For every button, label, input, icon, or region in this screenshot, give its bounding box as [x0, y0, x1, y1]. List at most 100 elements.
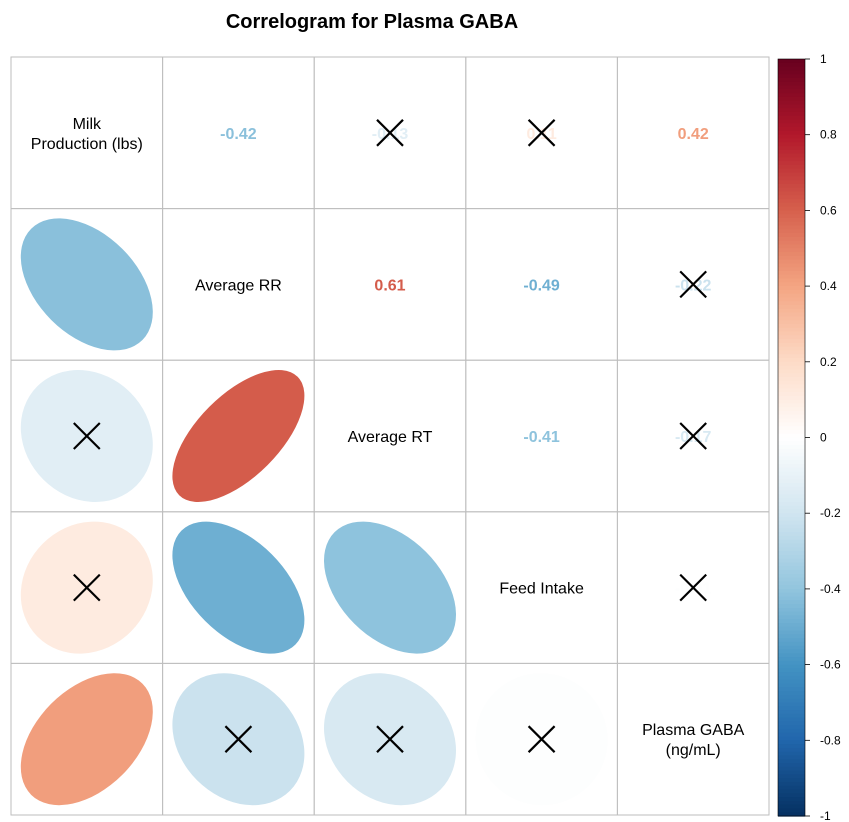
colorbar-segment	[778, 278, 805, 283]
colorbar-segment	[778, 683, 805, 688]
colorbar-segment	[778, 691, 805, 696]
colorbar-segment	[778, 93, 805, 98]
colorbar-segment	[778, 452, 805, 458]
colorbar-segment	[778, 289, 805, 295]
colorbar-segment	[778, 142, 805, 147]
colorbar-segment	[778, 217, 805, 223]
correlation-ellipse	[172, 370, 305, 503]
colorbar-segment	[778, 240, 805, 246]
insignificant-cross	[527, 725, 556, 753]
colorbar-segment	[778, 471, 805, 476]
colorbar-segment	[778, 312, 805, 317]
colorbar-segment	[778, 183, 805, 189]
colorbar-segment	[778, 698, 805, 704]
colorbar-tick-label: -1	[820, 809, 831, 822]
correlation-value: 0.61	[374, 277, 405, 294]
colorbar-tick-label: -0.2	[820, 506, 841, 520]
colorbar-tick-label: -0.6	[820, 658, 841, 672]
colorbar-segment	[778, 467, 805, 473]
colorbar-segment	[778, 85, 805, 90]
colorbar-segment	[778, 365, 805, 370]
colorbar-segment	[778, 460, 805, 465]
colorbar-segment	[778, 157, 805, 162]
colorbar-segment	[778, 554, 805, 560]
colorbar-segment	[778, 793, 805, 798]
colorbar-segment	[778, 505, 805, 511]
colorbar-segment	[778, 81, 805, 87]
variable-label: Milk Production (lbs)	[31, 116, 143, 153]
colorbar-segment	[778, 164, 805, 170]
insignificant-cross	[376, 725, 404, 753]
variable-label-line: Average RR	[195, 277, 282, 294]
colorbar-segment	[778, 532, 805, 537]
colorbar-segment	[778, 172, 805, 177]
grid-cell	[616, 662, 770, 816]
colorbar-segment	[778, 146, 805, 151]
colorbar-segment	[778, 585, 805, 590]
colorbar-segment	[778, 728, 805, 734]
colorbar-segment	[778, 342, 805, 348]
colorbar-segment	[778, 320, 805, 325]
colorbar-segment	[778, 755, 805, 760]
colorbar-segment	[778, 323, 805, 329]
colorbar-segment	[778, 399, 805, 405]
colorbar-segment	[778, 520, 805, 526]
colorbar-segment	[778, 229, 805, 234]
variable-label-line: Production (lbs)	[31, 136, 143, 153]
colorbar-segment	[778, 630, 805, 635]
colorbar-segment	[778, 543, 805, 548]
colorbar-segment	[778, 664, 805, 669]
colorbar-segment	[778, 660, 805, 666]
insignificant-cross	[376, 119, 404, 147]
colorbar-segment	[778, 130, 805, 136]
colorbar-tick-label: 1	[820, 52, 827, 66]
colorbar-segment	[778, 482, 805, 488]
colorbar-segment	[778, 740, 805, 745]
colorbar-segment	[778, 180, 805, 185]
colorbar-segment	[778, 619, 805, 624]
colorbar-segment	[778, 153, 805, 159]
colorbar-segment	[778, 804, 805, 810]
colorbar-segment	[778, 463, 805, 469]
colorbar-segment	[778, 789, 805, 794]
colorbar-segment	[778, 236, 805, 242]
colorbar-segment	[778, 551, 805, 556]
colorbar-tick-label: -0.4	[820, 582, 841, 596]
colorbar-segment	[778, 263, 805, 268]
colorbar-segment	[778, 168, 805, 174]
variable-label-line: (ng/mL)	[666, 742, 721, 759]
colorbar-segment	[778, 558, 805, 564]
colorbar-segment	[778, 486, 805, 492]
colorbar-segment	[778, 354, 805, 359]
colorbar-segment	[778, 437, 805, 442]
colorbar-segment	[778, 668, 805, 673]
colorbar-segment	[778, 441, 805, 446]
colorbar-segment	[778, 233, 805, 238]
insignificant-cross	[679, 573, 707, 602]
colorbar-segment	[778, 429, 805, 435]
colorbar-tick-label: 0.4	[820, 279, 837, 293]
colorbar-segment	[778, 509, 805, 514]
colorbar-segment	[778, 797, 805, 802]
colorbar-segment	[778, 418, 805, 423]
colorbar-segment	[778, 626, 805, 632]
colorbar-segment	[778, 456, 805, 461]
colorbar-segment	[778, 214, 805, 219]
colorbar-segment	[778, 524, 805, 529]
colorbar-segment	[778, 149, 805, 155]
colorbar-segment	[778, 293, 805, 299]
correlation-value: -0.49	[523, 277, 560, 294]
colorbar-segment	[778, 759, 805, 764]
colorbar-segment	[778, 267, 805, 272]
colorbar-segment	[778, 74, 805, 79]
colorbar-segment	[778, 615, 805, 620]
correlation-ellipse	[323, 521, 456, 654]
colorbar-segment	[778, 191, 805, 196]
colorbar-segment	[778, 448, 805, 454]
colorbar-segment	[778, 206, 805, 211]
colorbar-segment	[778, 770, 805, 775]
correlation-ellipse	[20, 673, 153, 806]
chart-title: Correlogram for Plasma GABA	[226, 11, 518, 33]
colorbar-segment	[778, 96, 805, 102]
